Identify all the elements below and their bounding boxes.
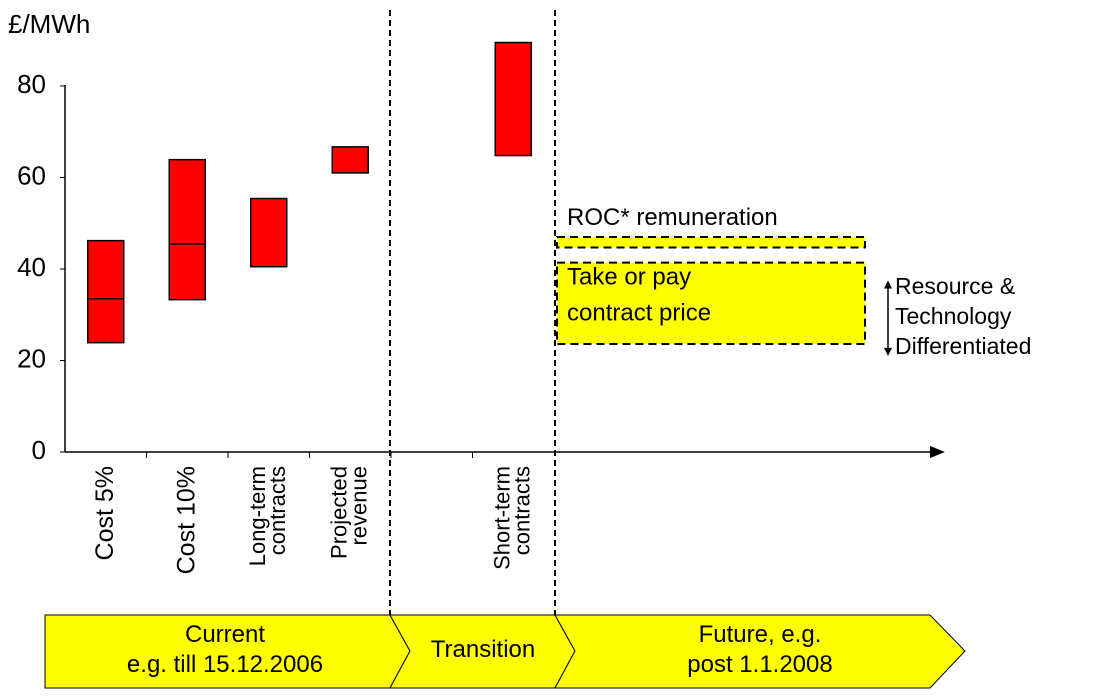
label: Take or pay contract price: [567, 264, 711, 327]
label-line: contract price: [567, 300, 711, 327]
label-line: Resource &: [895, 273, 1015, 299]
bar: [250, 197, 288, 268]
label-line: post 1.1.2008: [687, 651, 832, 678]
y-tick-label: 60: [17, 160, 46, 190]
label-line: Take or pay: [567, 264, 691, 291]
phase-arrow: [554, 614, 966, 689]
label-line: Technology: [895, 303, 1012, 329]
label: Resource & Technology Differentiated: [895, 273, 1031, 359]
label: Cost 5%: [90, 466, 118, 560]
label: Cost 10%: [172, 466, 200, 574]
label-line: Short-term: [489, 466, 514, 570]
label-line: ROC* remuneration: [567, 204, 778, 231]
label-line: Cost 5%: [90, 466, 118, 560]
y-tick-label: 40: [17, 252, 46, 282]
label-line: Cost 10%: [172, 466, 200, 574]
label: Future, e.g. post 1.1.2008: [687, 621, 832, 678]
label: Projectedrevenue: [326, 466, 371, 559]
y-tick-label: 80: [17, 69, 46, 99]
label: Short-termcontracts: [489, 466, 534, 570]
bar: [87, 239, 125, 344]
label-line: revenue: [346, 466, 371, 546]
y-tick-label: 20: [17, 343, 46, 373]
label-line: Future, e.g.: [699, 621, 822, 648]
label-line: Long-term: [245, 466, 270, 566]
bar: [168, 158, 206, 301]
label-line: Transition: [431, 636, 535, 663]
bar: [494, 41, 532, 157]
x-axis-arrow: [930, 446, 945, 458]
band: [556, 235, 866, 249]
band: [556, 261, 866, 346]
label-line: Differentiated: [895, 333, 1031, 359]
label: Current e.g. till 15.12.2006: [127, 621, 323, 678]
label-line: contracts: [265, 466, 290, 555]
y-axis-label: £/MWh: [8, 9, 90, 39]
label-line: contracts: [509, 466, 534, 555]
arrow-head: [884, 280, 892, 289]
bar: [331, 146, 369, 174]
label-line: e.g. till 15.12.2006: [127, 651, 323, 678]
label: Long-termcontracts: [245, 466, 290, 566]
label: ROC* remuneration: [567, 204, 778, 231]
arrow-head: [884, 347, 892, 356]
label-line: Projected: [326, 466, 351, 559]
y-tick-label: 0: [32, 435, 46, 465]
label-line: Current: [185, 621, 265, 648]
label: Transition: [431, 636, 535, 663]
